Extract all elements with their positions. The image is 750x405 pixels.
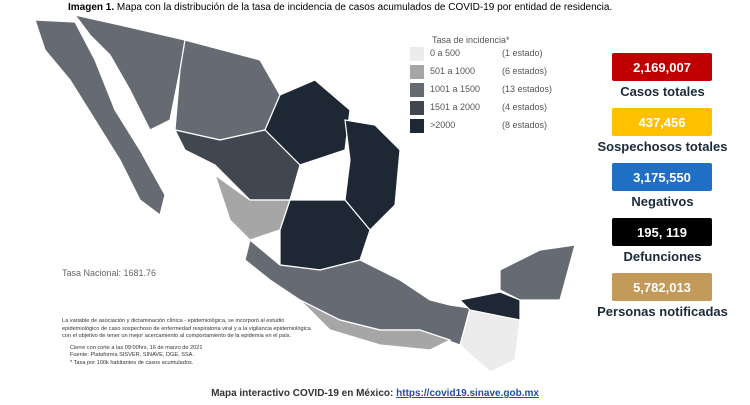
- footer-link[interactable]: https://covid19.sinave.gob.mx: [396, 388, 539, 399]
- map-state: [34, 19, 166, 217]
- stat-value: 5,782,013: [612, 273, 712, 301]
- legend-count: (8 estados): [502, 120, 548, 130]
- legend-range: >2000: [430, 120, 456, 130]
- legend-title: Tasa de incidencia*: [432, 35, 510, 45]
- stat-label: Defunciones: [623, 249, 702, 264]
- legend-count: (1 estado): [502, 48, 543, 58]
- stat-label: Casos totales: [620, 84, 705, 99]
- note-line: epidemiológico de caso sospechoso de enf…: [62, 325, 311, 332]
- header-title: Mapa con la distribución de la tasa de i…: [116, 2, 613, 13]
- stat-value: 3,175,550: [612, 163, 712, 191]
- legend-swatch: [410, 83, 424, 97]
- map: [34, 14, 576, 373]
- stat-value: 437,456: [612, 108, 712, 136]
- legend-count: (6 estados): [502, 66, 548, 76]
- header: Imagen 1. Mapa con la distribución de la…: [68, 2, 612, 13]
- note-line: Cierre con corte a las 09:00hrs, 16 de m…: [70, 344, 203, 351]
- legend-count: (4 estados): [502, 102, 548, 112]
- legend-count: (13 estados): [502, 84, 553, 94]
- note-line: Fuente: Plataforma SISVER, SINAVE, DGE, …: [70, 352, 194, 358]
- map-state: [73, 14, 186, 131]
- legend-swatch: [410, 119, 424, 133]
- legend-range: 0 a 500: [430, 48, 461, 58]
- legend-swatch: [410, 47, 424, 61]
- footer: Mapa interactivo COVID-19 en México: htt…: [0, 388, 750, 399]
- note-line: La variable de asociación y dictaminació…: [62, 318, 285, 324]
- note-line: con el objetivo de tener un mejor acerca…: [62, 333, 292, 339]
- stat-label: Sospechosos totales: [597, 139, 728, 154]
- map-state: [174, 39, 281, 141]
- header-label: Imagen 1.: [68, 2, 115, 13]
- stat-label: Personas notificadas: [597, 304, 728, 319]
- stat-value: 195, 119: [612, 218, 712, 246]
- legend-range: 1001 a 1500: [430, 84, 481, 94]
- map-state: [458, 291, 521, 321]
- footer-text: Mapa interactivo COVID-19 en México:: [211, 388, 394, 399]
- legend-range: 1501 a 2000: [430, 102, 481, 112]
- stat-value: 2,169,007: [612, 53, 712, 81]
- legend-swatch: [410, 101, 424, 115]
- map-state: [459, 309, 521, 373]
- map-state: [299, 299, 452, 351]
- note-line: * Tasa por 100k habitantes de casos acum…: [70, 359, 194, 366]
- map-state: [344, 119, 401, 231]
- legend-swatch: [410, 65, 424, 79]
- national-rate: Tasa Nacional: 1681.76: [62, 268, 157, 278]
- legend-range: 501 a 1000: [430, 66, 476, 76]
- stat-label: Negativos: [631, 194, 694, 209]
- map-state: [499, 244, 576, 301]
